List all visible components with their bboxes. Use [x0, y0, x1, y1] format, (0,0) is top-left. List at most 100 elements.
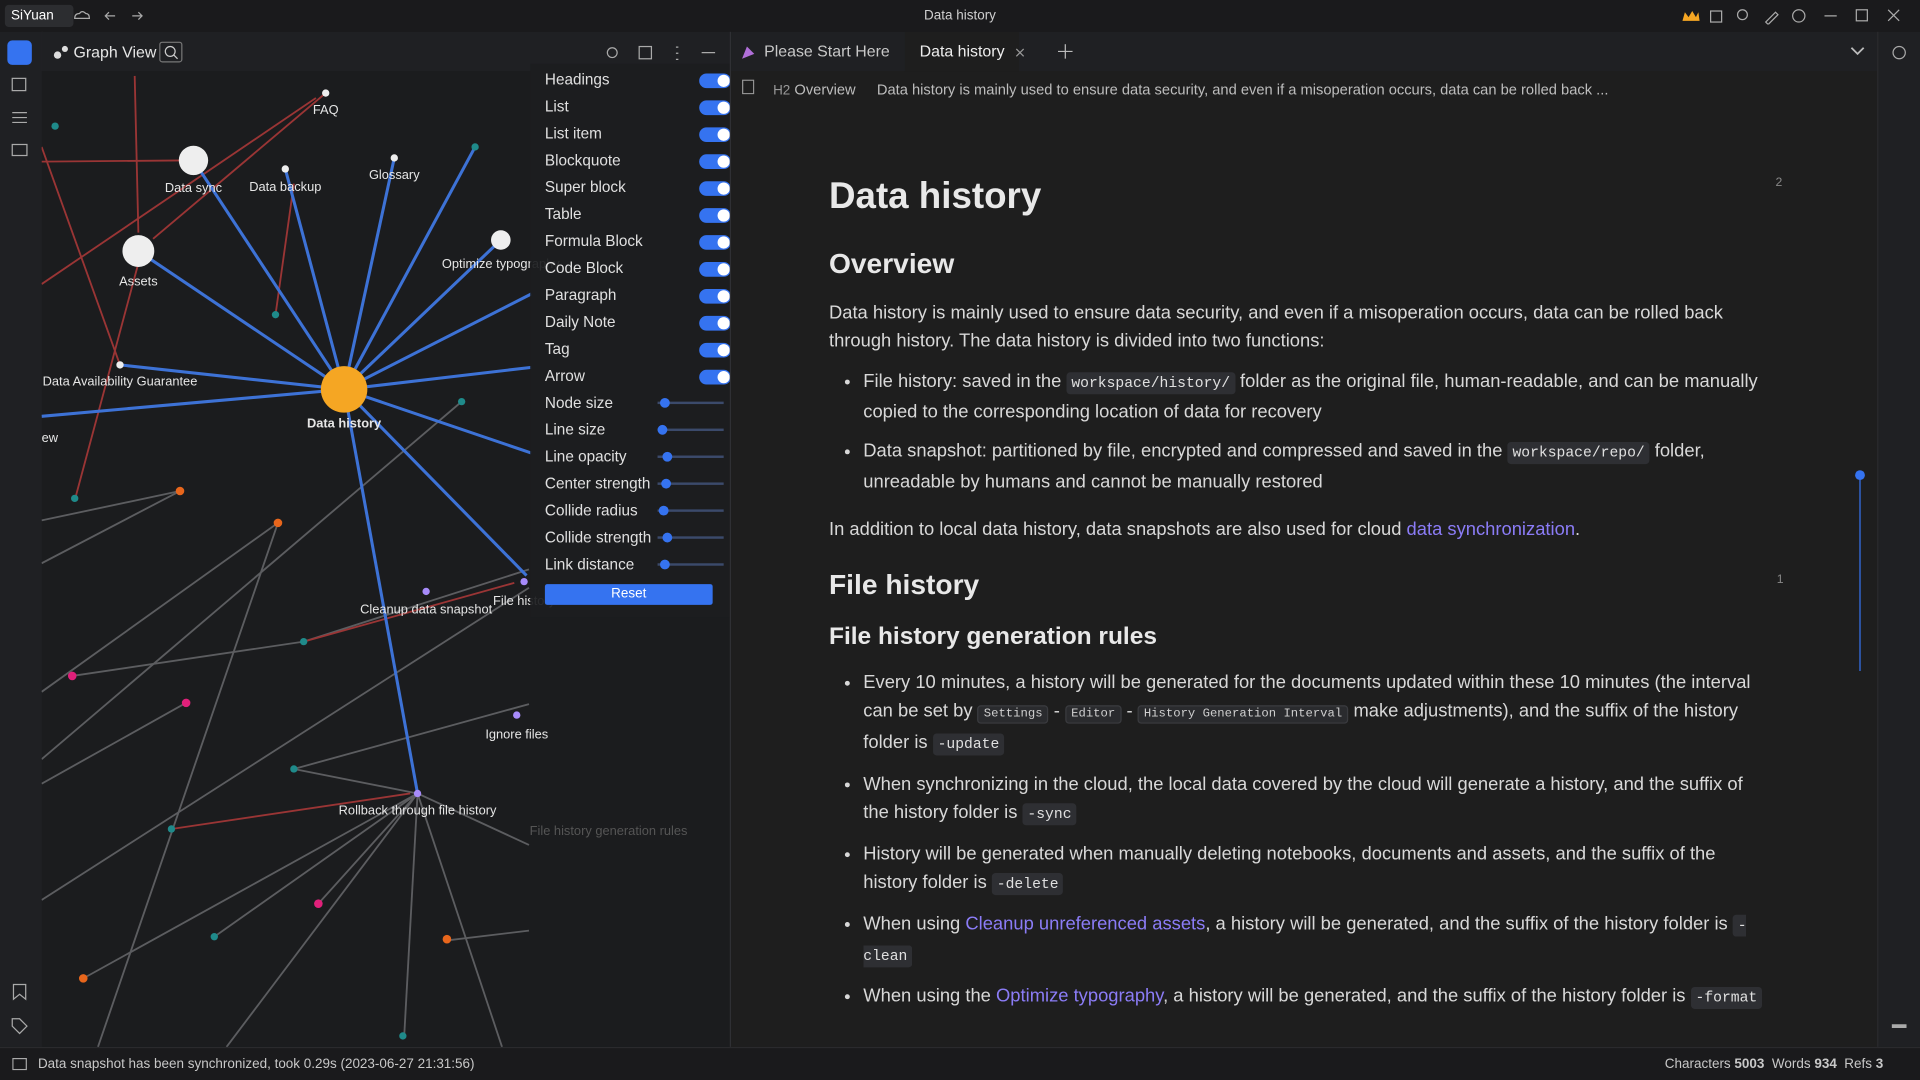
- graph-nodes: [51, 89, 528, 1040]
- setting-label: Center strength: [544, 475, 651, 493]
- setting-label: Code Block: [544, 259, 624, 277]
- slider-knob[interactable]: [657, 424, 668, 435]
- toggle-switch[interactable]: [699, 288, 732, 304]
- inbox-button[interactable]: [11, 143, 28, 157]
- refresh[interactable]: [606, 47, 618, 59]
- outline-button[interactable]: [11, 77, 27, 92]
- toggle-switch[interactable]: [699, 369, 732, 385]
- vip-icon[interactable]: [1682, 11, 1700, 21]
- pink-nodes: [67, 671, 323, 908]
- tab-active[interactable]: Data history: [904, 31, 1020, 72]
- theme-icon[interactable]: [1792, 9, 1806, 23]
- slider[interactable]: [657, 424, 724, 435]
- file-tree-button[interactable]: [12, 112, 27, 124]
- node-label: FAQ: [313, 102, 339, 117]
- search-icon[interactable]: [1736, 9, 1748, 21]
- toggle-switch[interactable]: [699, 262, 732, 277]
- forward-icon[interactable]: [132, 11, 143, 21]
- block-ref-link[interactable]: Optimize typography: [996, 985, 1164, 1007]
- slider[interactable]: [657, 478, 724, 489]
- purple-nodes: [413, 577, 528, 798]
- grey-edges: [41, 400, 530, 1047]
- setting-label: Blockquote: [544, 151, 621, 169]
- inline-code: workspace/history/: [1066, 372, 1235, 395]
- close[interactable]: [1887, 9, 1900, 22]
- tag-button[interactable]: [11, 1018, 28, 1035]
- ref-count[interactable]: 1: [1776, 573, 1784, 587]
- node-current[interactable]: [320, 366, 368, 413]
- slider[interactable]: [657, 532, 724, 543]
- crumb-heading[interactable]: Overview: [794, 80, 856, 98]
- orange-nodes: [78, 486, 452, 983]
- text-run: folder as the original file, human-reada…: [863, 371, 1758, 423]
- graph-title: Graph View: [73, 42, 157, 62]
- slider-knob[interactable]: [662, 532, 673, 543]
- slider[interactable]: [657, 397, 724, 408]
- node[interactable]: [122, 235, 155, 267]
- block-ref-link[interactable]: Cleanup unreferenced assets: [965, 913, 1206, 935]
- slider-knob[interactable]: [658, 505, 669, 516]
- new-tab[interactable]: [1057, 44, 1073, 59]
- node[interactable]: [178, 145, 209, 176]
- setting-row: Collide strength: [545, 524, 735, 551]
- subheading: File history generation rules: [828, 623, 1157, 651]
- slider[interactable]: [657, 451, 724, 462]
- inline-code: -sync: [1022, 803, 1077, 826]
- slider[interactable]: [657, 559, 724, 570]
- ref-count[interactable]: 2: [1775, 176, 1783, 190]
- maximize[interactable]: [1855, 9, 1868, 22]
- crumb-paragraph[interactable]: Data history is mainly used to ensure da…: [876, 80, 1609, 98]
- block-ref-link[interactable]: data synchronization: [1406, 519, 1576, 541]
- slider-knob[interactable]: [662, 451, 673, 462]
- keyboard-key: Editor: [1065, 705, 1122, 724]
- fullscreen[interactable]: [638, 45, 653, 60]
- title-bar: SiYuan Data history: [0, 0, 1920, 32]
- slider-knob[interactable]: [660, 559, 670, 570]
- tab[interactable]: Please Start Here: [764, 41, 890, 61]
- toggle-switch[interactable]: [699, 208, 732, 223]
- node-label: Ignore files: [485, 726, 548, 741]
- layout-icon[interactable]: [1710, 10, 1723, 23]
- node[interactable]: [116, 361, 124, 369]
- reset-button[interactable]: Reset: [544, 584, 713, 605]
- slider-knob[interactable]: [661, 478, 672, 489]
- edit-icon[interactable]: [1764, 11, 1779, 25]
- toggle-switch[interactable]: [699, 342, 732, 358]
- toggle-switch[interactable]: [699, 100, 732, 116]
- node[interactable]: [322, 89, 330, 97]
- graph-dock-button[interactable]: [7, 40, 32, 65]
- left-dock: [0, 31, 43, 1047]
- text-run: Data history is mainly used to ensure da…: [828, 302, 1723, 352]
- node[interactable]: [281, 165, 289, 173]
- setting-label: Super block: [544, 178, 626, 196]
- back-icon[interactable]: [104, 11, 116, 21]
- slider[interactable]: [657, 505, 724, 516]
- bookmark-button[interactable]: [12, 983, 27, 1001]
- heading: Overview: [828, 247, 955, 280]
- workspace-menu[interactable]: SiYuan: [4, 4, 74, 27]
- toggle-switch[interactable]: [699, 127, 732, 143]
- toggle-switch[interactable]: [699, 154, 732, 169]
- setting-row: Arrow: [545, 362, 735, 389]
- slider-knob[interactable]: [660, 397, 670, 408]
- backlink-button[interactable]: [1892, 45, 1906, 60]
- tab-menu[interactable]: [1850, 47, 1865, 57]
- list-item: Data snapshot: partitioned by file, encr…: [863, 437, 1772, 496]
- setting-label: Link distance: [544, 555, 635, 574]
- node-label: Cleanup data snapshot: [360, 601, 493, 616]
- text-run: Every 10 minutes, a history will be gene…: [863, 672, 1751, 722]
- words-label: Words: [1771, 1056, 1811, 1072]
- graph-search[interactable]: [159, 41, 183, 64]
- sync-icon[interactable]: [74, 11, 91, 19]
- toggle-switch[interactable]: [699, 315, 732, 331]
- setting-label: Formula Block: [544, 232, 643, 250]
- tab-close[interactable]: [1015, 48, 1025, 58]
- node[interactable]: [491, 230, 511, 250]
- crumb-doc-icon: [742, 73, 759, 105]
- toggle-switch[interactable]: [699, 181, 732, 196]
- tab-bar: Please Start Here Data history: [731, 31, 1878, 72]
- toggle-switch[interactable]: [699, 73, 732, 89]
- toggle-switch[interactable]: [699, 235, 732, 250]
- red-edges: [41, 75, 515, 830]
- node[interactable]: [390, 154, 398, 162]
